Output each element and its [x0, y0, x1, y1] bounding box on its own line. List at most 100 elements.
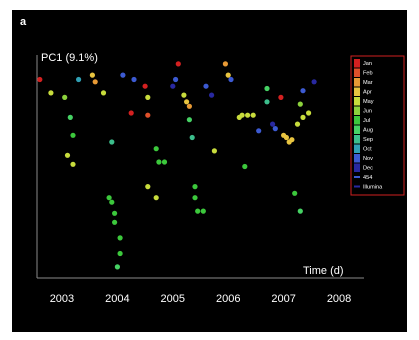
data-point [161, 159, 168, 165]
data-point [109, 139, 115, 145]
data-point [145, 94, 151, 100]
legend-swatch [354, 59, 360, 68]
data-point [92, 79, 98, 85]
y-axis-label: PC1 (9.1%) [41, 52, 98, 64]
data-point [192, 195, 198, 201]
x-tick-labels: 2003 2004 2005 2006 2007 2008 [50, 293, 352, 305]
legend-label: May [363, 99, 374, 105]
data-point [200, 208, 206, 214]
data-point [292, 190, 298, 196]
legend-label: Jun [363, 109, 372, 115]
data-point [67, 114, 73, 120]
data-point [131, 76, 137, 83]
data-point [112, 219, 118, 225]
data-point [264, 85, 270, 92]
data-point [211, 148, 217, 154]
legend-label: 454 [363, 175, 372, 181]
data-point [256, 128, 262, 134]
data-point [278, 94, 284, 100]
figure-panel: a PC1 (9.1%) Time (d) 2003 2004 2005 2006 20… [12, 10, 407, 332]
data-point [283, 134, 289, 141]
data-point [64, 152, 71, 158]
x-tick-label: 2006 [216, 293, 240, 305]
data-point [37, 76, 43, 83]
data-point [153, 146, 159, 152]
data-point [117, 250, 123, 257]
data-point [70, 161, 76, 167]
legend-label: Mar [363, 80, 373, 86]
data-point [106, 195, 112, 201]
data-point [250, 112, 256, 118]
data-point [300, 114, 306, 120]
data-point [306, 110, 312, 116]
data-point [62, 94, 68, 100]
x-tick-label: 2008 [327, 293, 351, 305]
legend-label: Jul [363, 118, 370, 124]
data-point [300, 88, 306, 94]
data-point [145, 184, 151, 190]
data-point [181, 92, 187, 98]
legend-swatch [354, 97, 360, 106]
legend-swatch [354, 68, 360, 77]
legend-label: Feb [363, 71, 373, 77]
data-point [209, 92, 215, 98]
data-point [195, 208, 201, 214]
data-point [272, 126, 278, 132]
data-point [203, 83, 209, 89]
data-point [170, 83, 176, 89]
data-point [142, 83, 148, 89]
legend-label: Oct [363, 147, 372, 153]
data-point [264, 99, 270, 105]
data-point [175, 61, 181, 67]
data-point [186, 103, 192, 109]
panel-label: a [20, 16, 27, 28]
legend-label: Nov [363, 156, 373, 162]
legend-swatch [354, 125, 360, 134]
data-point [186, 117, 192, 123]
legend-swatch [354, 106, 360, 115]
data-point [184, 99, 190, 105]
data-point [89, 72, 95, 78]
data-point [222, 61, 228, 67]
legend-label: Apr [363, 90, 372, 96]
data-point [109, 199, 115, 205]
legend-swatch [354, 154, 360, 163]
data-point [270, 121, 276, 127]
legend-swatch [354, 87, 360, 96]
legend-swatch [354, 144, 360, 153]
legend-label: Aug [363, 128, 373, 134]
data-point [76, 76, 82, 83]
data-point [156, 159, 162, 165]
data-point [173, 76, 179, 83]
data-point [297, 208, 303, 214]
data-point [145, 112, 151, 118]
data-point [245, 112, 251, 118]
scatter-chart: PC1 (9.1%) Time (d) 2003 2004 2005 2006 2007… [36, 52, 405, 305]
x-tick-label: 2007 [271, 293, 295, 305]
legend-swatch [354, 135, 360, 144]
data-point [239, 112, 245, 118]
legend-swatch [354, 78, 360, 87]
data-point [114, 264, 120, 270]
legend-label: Illumina [363, 185, 383, 191]
legend-swatch [354, 163, 360, 172]
x-tick-label: 2005 [161, 293, 185, 305]
data-point [289, 137, 295, 143]
data-point [228, 76, 234, 83]
data-point [117, 235, 123, 241]
data-points [37, 61, 317, 270]
x-axis-label: Time (d) [303, 265, 344, 277]
data-point [128, 110, 134, 116]
legend: Jan Feb Mar Apr May Jun Jul Aug Sep Oct Nov Dec 454 I… [350, 55, 405, 196]
data-point [225, 72, 231, 78]
x-tick-label: 2003 [50, 293, 74, 305]
data-point [242, 163, 248, 170]
legend-label: Sep [363, 137, 373, 143]
legend-label: Jan [363, 61, 372, 67]
data-point [192, 184, 198, 190]
data-point [189, 134, 195, 141]
legend-label: Dec [363, 166, 373, 172]
data-point [294, 121, 301, 127]
x-tick-label: 2004 [105, 293, 129, 305]
data-point [70, 132, 76, 138]
